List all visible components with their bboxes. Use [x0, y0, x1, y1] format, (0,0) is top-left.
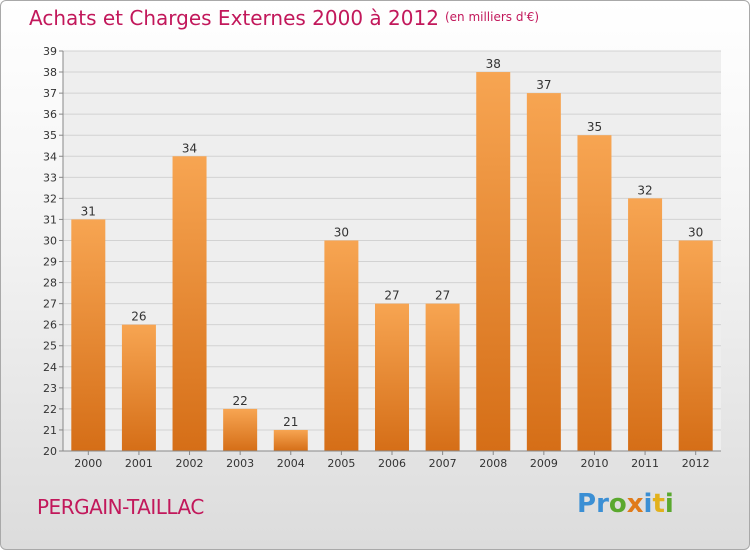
y-tick-label: 29 — [43, 256, 57, 269]
y-tick-label: 39 — [43, 45, 57, 58]
y-tick-label: 28 — [43, 277, 57, 290]
y-tick-label: 37 — [43, 87, 57, 100]
x-tick-label: 2003 — [226, 457, 254, 470]
y-tick-label: 33 — [43, 171, 57, 184]
x-tick-label: 2008 — [479, 457, 507, 470]
bar-value-label: 30 — [688, 225, 703, 239]
y-tick-label: 23 — [43, 382, 57, 395]
y-tick-label: 21 — [43, 424, 57, 437]
chart-title: Achats et Charges Externes 2000 à 2012 (e… — [29, 6, 539, 30]
x-tick-label: 2000 — [74, 457, 102, 470]
bar — [628, 198, 663, 451]
proxiti-logo: Proxiti — [577, 489, 674, 519]
x-tick-label: 2004 — [277, 457, 305, 470]
bar-value-label: 32 — [637, 183, 652, 197]
bar-value-label: 27 — [435, 289, 450, 303]
chart-unit: (en milliers d'€) — [444, 10, 540, 24]
x-tick-label: 2011 — [631, 457, 659, 470]
bar — [375, 303, 409, 451]
bar — [71, 219, 106, 451]
bar-value-label: 26 — [131, 310, 146, 324]
y-tick-label: 20 — [43, 445, 57, 458]
y-tick-label: 36 — [43, 108, 57, 121]
bar — [121, 324, 156, 451]
y-tick-label: 24 — [43, 361, 57, 374]
bar — [476, 72, 511, 451]
x-tick-label: 2001 — [125, 457, 153, 470]
logo-letter: P — [577, 489, 597, 519]
x-tick-label: 2010 — [580, 457, 608, 470]
x-tick-label: 2006 — [378, 457, 406, 470]
logo-letter: i — [664, 489, 674, 519]
y-tick-label: 25 — [43, 340, 57, 353]
bar-value-label: 30 — [334, 225, 349, 239]
bar-value-label: 34 — [182, 141, 197, 155]
bar-value-label: 31 — [81, 204, 96, 218]
commune-name: PERGAIN-TAILLAC — [37, 495, 204, 519]
bar-value-label: 27 — [384, 289, 399, 303]
y-tick-label: 30 — [43, 234, 57, 247]
bar — [425, 303, 460, 451]
y-tick-label: 22 — [43, 403, 57, 416]
x-tick-label: 2009 — [530, 457, 558, 470]
bar-value-label: 37 — [536, 78, 551, 92]
bar — [324, 240, 359, 451]
y-tick-label: 27 — [43, 298, 57, 311]
bar-value-label: 22 — [233, 394, 248, 408]
logo-letter: r — [596, 489, 609, 519]
axes: 20 21 22 23 24 25 26 27 28 29 30 31 32 33 34 35 36 37 38 39… — [43, 45, 721, 470]
bars: 31 26 34 22 21 30 27 27 38 37 35 32 30 — [71, 57, 713, 452]
bar — [526, 93, 561, 452]
bar — [172, 156, 207, 451]
bar — [273, 429, 308, 451]
y-tick-label: 34 — [43, 150, 57, 163]
y-tick-label: 38 — [43, 66, 57, 79]
bar — [678, 240, 713, 451]
y-tick-label: 32 — [43, 192, 57, 205]
x-tick-label: 2005 — [327, 457, 355, 470]
bar-value-label: 38 — [486, 57, 501, 71]
logo-letter: o — [608, 489, 627, 519]
y-tick-label: 26 — [43, 319, 57, 332]
bar-value-label: 35 — [587, 120, 602, 134]
bar — [223, 408, 258, 451]
logo-letter: i — [643, 489, 653, 519]
logo-letter: x — [626, 489, 644, 519]
logo-letter: t — [652, 489, 665, 519]
y-tick-label: 35 — [43, 129, 57, 142]
chart-title-text: Achats et Charges Externes 2000 à 2012 — [29, 6, 439, 30]
y-tick-label: 31 — [43, 213, 57, 226]
bar-value-label: 21 — [283, 415, 298, 429]
x-tick-label: 2012 — [682, 457, 710, 470]
x-tick-label: 2002 — [176, 457, 204, 470]
bar — [577, 135, 612, 452]
x-tick-label: 2007 — [429, 457, 457, 470]
